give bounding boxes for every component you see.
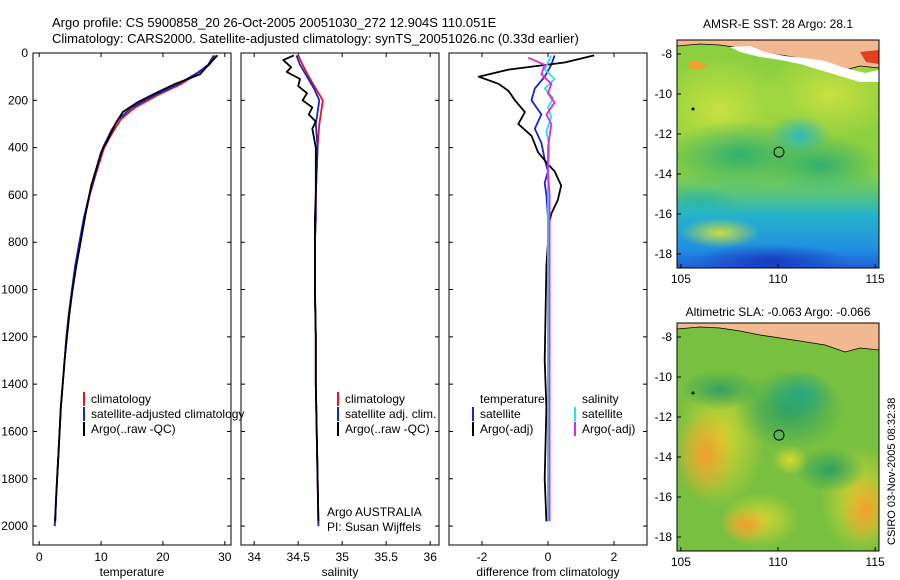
salinity-panel: 34 34.5 35 35.5 36 salinity: [240, 52, 440, 579]
sst-missing-data: [730, 46, 879, 82]
legend-label-temperature: temperature: [480, 392, 545, 406]
sst-field: [677, 40, 879, 268]
legend-label-salinity: salinity: [582, 392, 619, 406]
x-tick-label: 0: [36, 550, 43, 564]
map-y-tick-label: -16: [655, 207, 673, 221]
x-tick-label: 30: [218, 550, 232, 564]
temperature-panel: 0 10 20 30 0 200 400 600 800 1000 1200 1400 1600 1800…: [1, 46, 232, 579]
legend-label-temp-satellite: satellite: [480, 407, 521, 421]
x-tick-label: 2: [611, 550, 618, 564]
header-line-2: Climatology: CARS2000. Satellite-adjuste…: [52, 31, 579, 46]
sst-map: AMSR-E SST: 28 Argo: 28.1 105 110 115 -8 -10…: [655, 17, 885, 286]
legend-label-sal-satellite: satellite: [582, 407, 623, 421]
sst-map-title: AMSR-E SST: 28 Argo: 28.1: [703, 17, 853, 31]
series-line-salinity-satellite: [543, 55, 556, 522]
credit-timestamp: CSIRO 03-Nov-2005 08:32:38: [886, 398, 898, 545]
sla-map-axes: 105 110 115 -8 -10 -12 -14 -16 -18: [655, 330, 885, 569]
series-line-climatology: [297, 55, 324, 527]
map-y-tick-label: -18: [655, 247, 673, 261]
series-line-satellite-adjusted-climatology: [53, 54, 215, 527]
map-y-tick-label: -14: [655, 167, 673, 181]
sla-argo-location-marker: [773, 429, 785, 441]
x-tick-label: 20: [156, 550, 170, 564]
x-tick-label: 35.5: [375, 550, 399, 564]
x-tick-label: 0: [545, 550, 552, 564]
x-tick-label: 34: [248, 550, 262, 564]
y-tick-label: 1000: [1, 283, 28, 297]
annotation-pi: PI: Susan Wijffels: [327, 520, 421, 534]
y-tick-label: 1200: [1, 330, 28, 344]
series-line-satellite-adj-clim: [295, 55, 321, 527]
map-x-tick-label: 105: [671, 272, 691, 286]
x-tick-label: 10: [94, 550, 108, 564]
map-x-tick-label: 115: [866, 272, 885, 286]
java-coastline-land: [677, 323, 879, 353]
y-tick-label: 2000: [1, 519, 28, 533]
map-x-tick-label: 105: [671, 555, 691, 569]
x-axis-label: temperature: [100, 565, 165, 579]
sla-map-title: Altimetric SLA: -0.063 Argo: -0.066: [686, 305, 871, 319]
y-tick-label: 800: [8, 235, 28, 249]
island-marker: [691, 391, 695, 395]
header-line-1: Argo profile: CS 5900858_20 26-Oct-2005 …: [52, 15, 497, 30]
map-y-tick-label: -10: [655, 87, 673, 101]
map-y-tick-label: -8: [661, 47, 672, 61]
sst-argo-location-marker: [773, 146, 785, 158]
map-y-tick-label: -16: [655, 490, 673, 504]
map-y-tick-label: -12: [655, 410, 673, 424]
legend-label-temp-argo: Argo(-adj): [480, 422, 533, 436]
series-line-argo-raw-qc: [54, 54, 219, 522]
series-line-climatology: [53, 54, 217, 527]
legend-label-argo: Argo(..raw -QC): [345, 422, 430, 436]
x-tick-label: 34.5: [287, 550, 311, 564]
map-x-tick-label: 110: [768, 272, 787, 286]
plot-frame: [240, 52, 440, 546]
y-tick-label: 0: [21, 46, 28, 60]
legend-label-climatology: climatology: [345, 392, 405, 406]
y-tick-label: 200: [8, 93, 28, 107]
y-tick-label: 600: [8, 188, 28, 202]
x-tick-label: 35: [336, 550, 350, 564]
sla-field: [677, 323, 879, 551]
series-line-argo-raw-qc: [282, 54, 320, 522]
y-tick-label: 1800: [1, 472, 28, 486]
sst-map-axes: 105 110 115 -8 -10 -12 -14 -16 -18: [655, 47, 885, 286]
map-y-tick-label: -10: [655, 370, 673, 384]
sst-hot-patch: [860, 50, 879, 64]
x-axis-label: salinity: [322, 565, 359, 579]
map-y-tick-label: -12: [655, 127, 673, 141]
map-y-tick-label: -8: [661, 330, 672, 344]
x-tick-label: 36: [424, 550, 438, 564]
plot-frame: [32, 52, 232, 546]
legend-label-argo: Argo(..raw -QC): [91, 422, 176, 436]
series-line-salinity-argo-adj: [527, 56, 556, 522]
map-x-tick-label: 115: [866, 555, 885, 569]
sla-map: Altimetric SLA: -0.063 Argo: -0.066 105 1…: [655, 305, 885, 569]
y-tick-label: 400: [8, 141, 28, 155]
x-axis-label: difference from climatology: [476, 565, 619, 579]
difference-legend: temperature satellite Argo(-adj) salinit…: [472, 392, 635, 436]
legend-label-satellite: satellite-adjusted climatology: [91, 407, 244, 421]
sst-warm-patch: [688, 60, 708, 70]
temperature-legend: climatology satellite-adjusted climatolo…: [83, 392, 244, 436]
map-y-tick-label: -14: [655, 450, 673, 464]
legend-label-sal-argo: Argo(-adj): [582, 422, 635, 436]
legend-label-climatology: climatology: [91, 392, 151, 406]
map-y-tick-label: -18: [655, 530, 673, 544]
y-tick-label: 1600: [1, 424, 28, 438]
x-tick-label: -2: [477, 550, 488, 564]
map-x-tick-label: 110: [768, 555, 787, 569]
y-tick-label: 1400: [1, 377, 28, 391]
salinity-legend: climatology satellite adj. clim. Argo(..…: [327, 392, 436, 534]
legend-label-satellite: satellite adj. clim.: [345, 407, 436, 421]
annotation-argo-australia: Argo AUSTRALIA: [327, 505, 422, 519]
island-marker: [691, 107, 695, 111]
